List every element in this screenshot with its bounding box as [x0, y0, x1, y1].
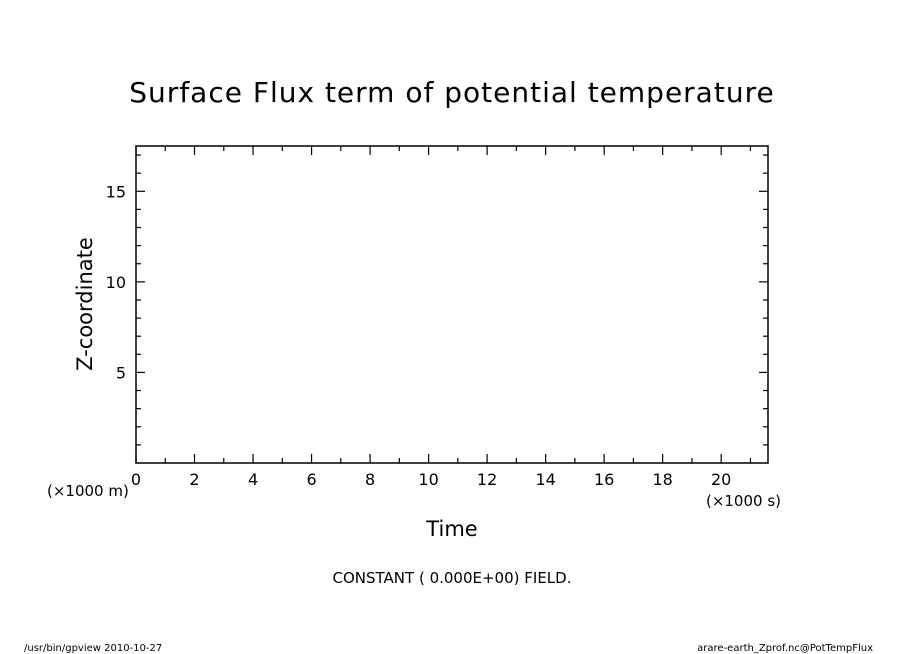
y-tick-label: 5 — [116, 363, 126, 382]
x-tick-label: 10 — [418, 470, 438, 489]
y-axis-unit: (×1000 m) — [47, 482, 129, 500]
y-tick-label: 10 — [106, 273, 126, 292]
constant-field-note: CONSTANT ( 0.000E+00) FIELD. — [333, 569, 572, 587]
x-tick-label: 2 — [189, 470, 199, 489]
x-tick-label: 6 — [306, 470, 316, 489]
x-axis-ticks — [135, 146, 752, 463]
x-tick-label: 18 — [652, 470, 672, 489]
x-tick-label: 14 — [535, 470, 555, 489]
footer-right: arare-earth_Zprof.nc@PotTempFlux — [697, 643, 873, 654]
x-axis-unit: (×1000 s) — [706, 492, 781, 510]
x-axis-label: Time — [425, 517, 477, 541]
x-tick-label: 20 — [711, 470, 731, 489]
y-tick-label: 15 — [106, 182, 126, 201]
y-axis-ticks — [136, 154, 768, 446]
x-axis-tick-labels: 0 2 4 6 8 10 12 14 16 18 20 — [131, 470, 731, 489]
x-tick-label: 0 — [131, 470, 141, 489]
y-axis-label: Z-coordinate — [73, 237, 97, 371]
footer-left: /usr/bin/gpview 2010-10-27 — [24, 643, 162, 654]
x-tick-label: 12 — [477, 470, 497, 489]
x-tick-label: 4 — [248, 470, 258, 489]
chart-title: Surface Flux term of potential temperatu… — [129, 76, 774, 109]
x-tick-label: 8 — [365, 470, 375, 489]
y-axis-tick-labels: 5 10 15 — [106, 182, 126, 382]
x-tick-label: 16 — [594, 470, 614, 489]
plot-frame — [135, 145, 769, 464]
